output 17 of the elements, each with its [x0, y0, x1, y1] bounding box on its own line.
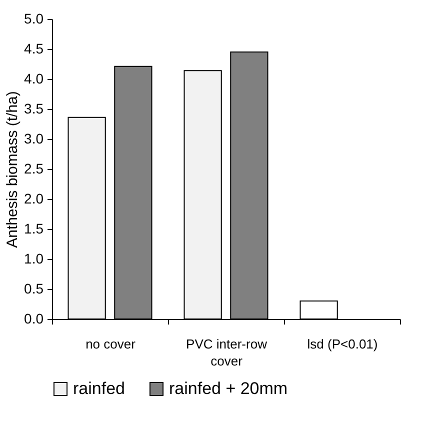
y-tick-label: 4.0 — [24, 70, 44, 86]
legend-label: rainfed + 20mm — [169, 378, 288, 398]
legend-label: rainfed — [73, 378, 125, 398]
y-tick-label: 5.0 — [24, 10, 44, 26]
y-tick-label: 2.0 — [24, 190, 44, 206]
x-tick-label: lsd (P<0.01) — [307, 336, 378, 352]
y-tick-label: 3.0 — [24, 130, 44, 146]
y-tick-label: 0.0 — [24, 310, 44, 326]
y-tick-label: 3.5 — [24, 100, 44, 116]
y-axis-title: Anthesis biomass (t/ha) — [4, 91, 22, 248]
y-tick-label: 4.5 — [24, 40, 44, 56]
y-tick-label: 2.5 — [24, 160, 44, 176]
y-tick-label: 0.5 — [24, 280, 44, 296]
x-tick-label: PVC inter-row cover — [186, 336, 268, 368]
y-tick-label: 1.5 — [24, 220, 44, 236]
x-tick-label: no cover — [86, 336, 136, 352]
y-tick-label: 1.0 — [24, 250, 44, 266]
